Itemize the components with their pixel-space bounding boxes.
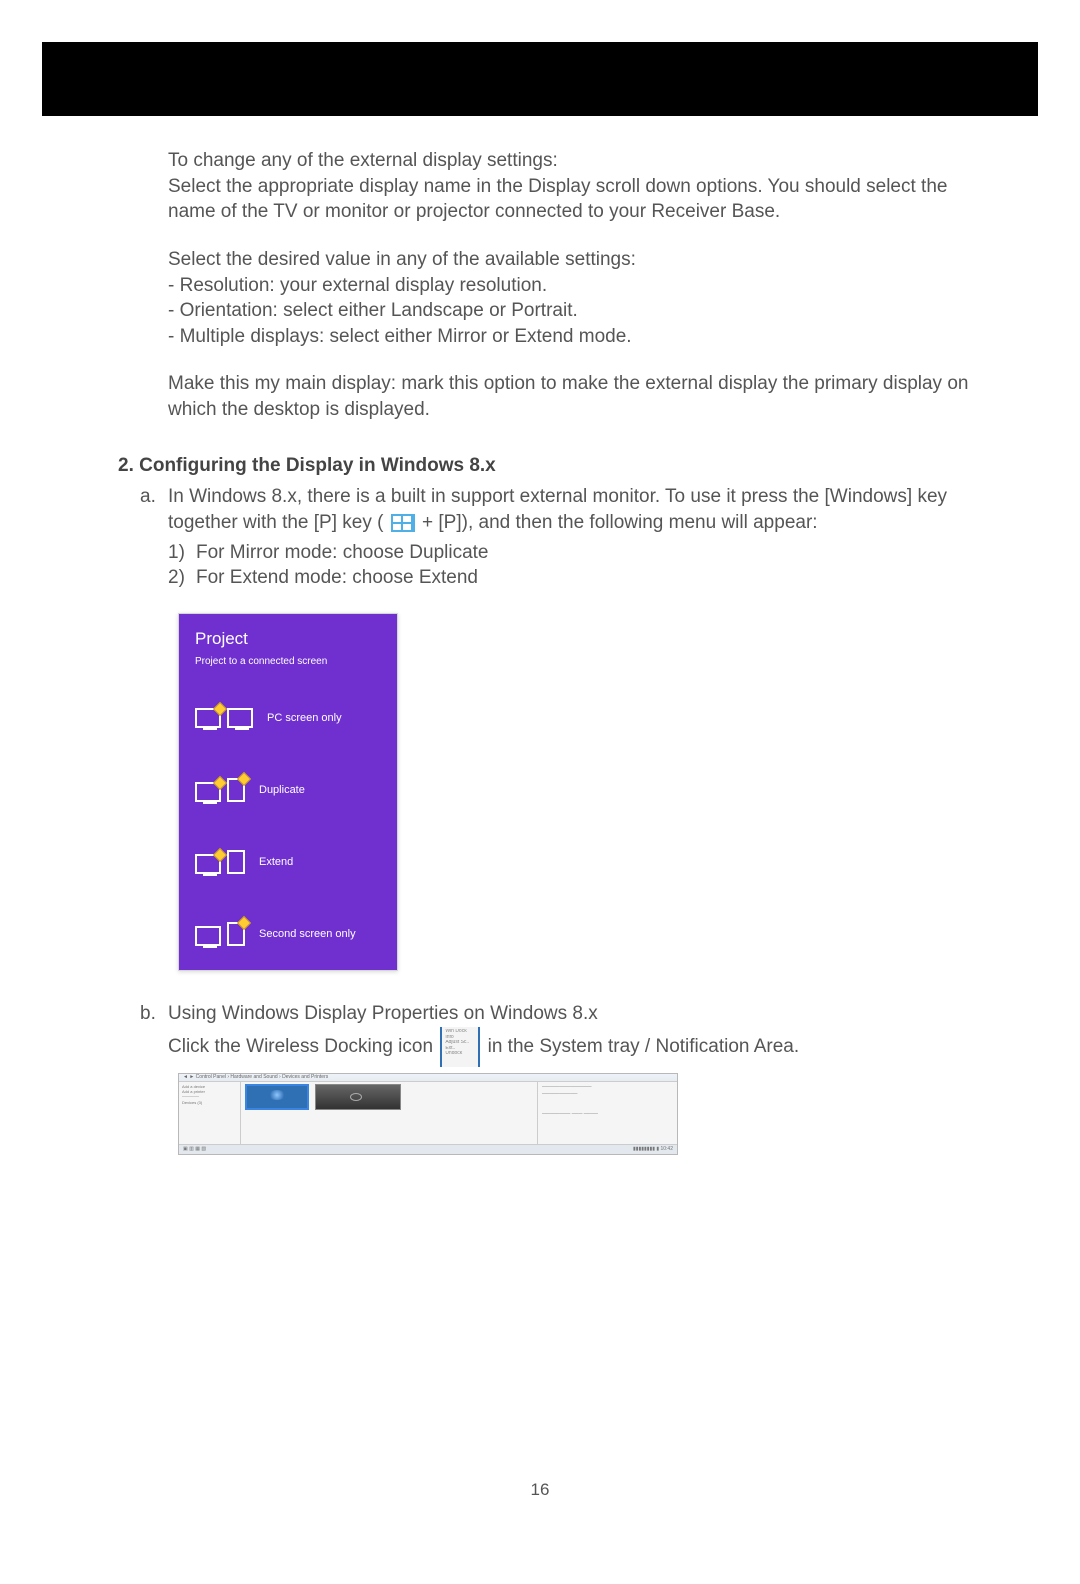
bullet-orientation: - Orientation: select either Landscape o… bbox=[168, 298, 980, 324]
step-a-2-text: For Extend mode: choose Extend bbox=[196, 565, 478, 591]
tablet-icon bbox=[227, 850, 245, 874]
project-title: Project bbox=[195, 629, 248, 648]
project-option-label: Second screen only bbox=[259, 927, 356, 942]
step-b-letter: b. bbox=[140, 1001, 168, 1155]
step-a-1-num: 1) bbox=[168, 540, 196, 566]
project-option-label: PC screen only bbox=[267, 711, 342, 726]
screenshot-address-bar: ◄ ► Control Panel › Hardware and Sound ›… bbox=[179, 1074, 677, 1082]
project-panel: Project Project to a connected screen PC… bbox=[178, 613, 398, 971]
tablet-icon bbox=[227, 778, 245, 802]
step-a-1-text: For Mirror mode: choose Duplicate bbox=[196, 540, 489, 566]
project-option-duplicate[interactable]: Duplicate bbox=[179, 754, 397, 826]
project-panel-header: Project Project to a connected screen bbox=[179, 614, 397, 682]
project-option-label: Extend bbox=[259, 855, 293, 870]
tablet-icon bbox=[227, 922, 245, 946]
section-2-heading: 2. Configuring the Display in Windows 8.… bbox=[118, 453, 980, 479]
wireless-docking-tray-icon[interactable]: Win Dock Info Adjust Sc.. Ext.. Undock bbox=[440, 1027, 480, 1067]
project-option-second-only[interactable]: Second screen only bbox=[179, 898, 397, 970]
monitor-icon bbox=[195, 926, 221, 946]
header-banner bbox=[42, 42, 1038, 116]
bullet-resolution: - Resolution: your external display reso… bbox=[168, 273, 980, 299]
page-number: 16 bbox=[531, 1479, 550, 1502]
monitor-icon bbox=[227, 708, 253, 728]
intro-block: To change any of the external display se… bbox=[168, 148, 980, 423]
windows-key-icon bbox=[391, 514, 415, 532]
monitor-icon bbox=[195, 708, 221, 728]
windows-desktop-screenshot: ◄ ► Control Panel › Hardware and Sound ›… bbox=[178, 1073, 678, 1155]
step-b-line2-pre: Click the Wireless Docking icon bbox=[168, 1036, 433, 1057]
intro-p1: To change any of the external display se… bbox=[168, 150, 558, 171]
project-option-extend[interactable]: Extend bbox=[179, 826, 397, 898]
screenshot-device bbox=[315, 1084, 401, 1110]
project-option-label: Duplicate bbox=[259, 783, 305, 798]
screenshot-sidebar: Add a device Add a printer ────── Device… bbox=[179, 1082, 241, 1144]
step-a-letter: a. bbox=[140, 484, 168, 1001]
monitor-icon bbox=[195, 782, 221, 802]
page-content: To change any of the external display se… bbox=[0, 116, 1080, 1155]
step-b: b. Using Windows Display Properties on W… bbox=[140, 1001, 980, 1155]
screenshot-taskbar: ▣ ▥ ▦ ▧ ▮▮▮▮▮▮▮▮ ▮ 10:42 bbox=[179, 1144, 677, 1154]
step-a-2-num: 2) bbox=[168, 565, 196, 591]
bullet-multiple: - Multiple displays: select either Mirro… bbox=[168, 324, 980, 350]
step-a: a. In Windows 8.x, there is a built in s… bbox=[140, 484, 980, 1001]
intro-p3: Select the desired value in any of the a… bbox=[168, 249, 636, 270]
screenshot-right-pane: ────────────── ────────── ──────── ─── ─… bbox=[537, 1082, 677, 1144]
monitor-icon bbox=[195, 854, 221, 874]
step-b-line1: Using Windows Display Properties on Wind… bbox=[168, 1003, 598, 1024]
intro-p2: Select the appropriate display name in t… bbox=[168, 176, 947, 223]
project-subtitle: Project to a connected screen bbox=[195, 655, 383, 669]
project-option-pc-only[interactable]: PC screen only bbox=[179, 682, 397, 754]
step-b-line2-post: in the System tray / Notification Area. bbox=[488, 1036, 800, 1057]
intro-p4: Make this my main display: mark this opt… bbox=[168, 373, 968, 420]
screenshot-main bbox=[241, 1082, 537, 1144]
step-a-text-post: + [P]), and then the following menu will… bbox=[422, 512, 818, 533]
screenshot-device-highlighted bbox=[245, 1084, 309, 1110]
